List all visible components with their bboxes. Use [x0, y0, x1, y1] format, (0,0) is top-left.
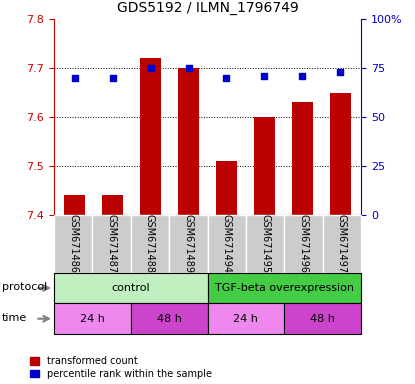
Point	[185, 65, 192, 71]
Bar	[178, 68, 199, 215]
Bar	[284, 303, 361, 334]
Text: GSM671496: GSM671496	[298, 214, 308, 273]
Bar	[216, 161, 237, 215]
Text: GSM671497: GSM671497	[337, 214, 347, 273]
Text: GSM671486: GSM671486	[68, 214, 78, 273]
Point	[71, 75, 78, 81]
Bar	[54, 215, 93, 273]
Text: GSM671494: GSM671494	[222, 214, 232, 273]
Text: time: time	[2, 313, 27, 323]
Point	[337, 69, 344, 75]
Title: GDS5192 / ILMN_1796749: GDS5192 / ILMN_1796749	[117, 2, 298, 15]
Text: 24 h: 24 h	[234, 314, 258, 324]
Bar	[131, 215, 169, 273]
Bar	[254, 117, 275, 215]
Legend: transformed count, percentile rank within the sample: transformed count, percentile rank withi…	[30, 356, 212, 379]
Text: control: control	[111, 283, 150, 293]
Point	[223, 75, 230, 81]
Bar	[102, 195, 123, 215]
Point	[147, 65, 154, 71]
Point	[299, 73, 305, 79]
Text: protocol: protocol	[2, 282, 47, 292]
Text: 24 h: 24 h	[80, 314, 105, 324]
Text: 48 h: 48 h	[157, 314, 181, 324]
Bar	[208, 215, 246, 273]
Point	[110, 75, 116, 81]
Bar	[169, 215, 208, 273]
Bar	[131, 303, 208, 334]
Bar	[330, 93, 351, 215]
Bar	[208, 303, 284, 334]
Bar	[54, 303, 131, 334]
Text: GSM671488: GSM671488	[145, 214, 155, 273]
Bar	[140, 58, 161, 215]
Text: 48 h: 48 h	[310, 314, 335, 324]
Text: GSM671495: GSM671495	[260, 214, 270, 273]
Point	[261, 73, 268, 79]
Text: GSM671487: GSM671487	[107, 214, 117, 273]
Text: TGF-beta overexpression: TGF-beta overexpression	[215, 283, 354, 293]
Bar	[54, 273, 208, 303]
Text: GSM671489: GSM671489	[183, 214, 193, 273]
Bar	[93, 215, 131, 273]
Bar	[292, 103, 313, 215]
Bar	[208, 273, 361, 303]
Bar	[64, 195, 85, 215]
Bar	[284, 215, 323, 273]
Bar	[246, 215, 284, 273]
Bar	[323, 215, 361, 273]
